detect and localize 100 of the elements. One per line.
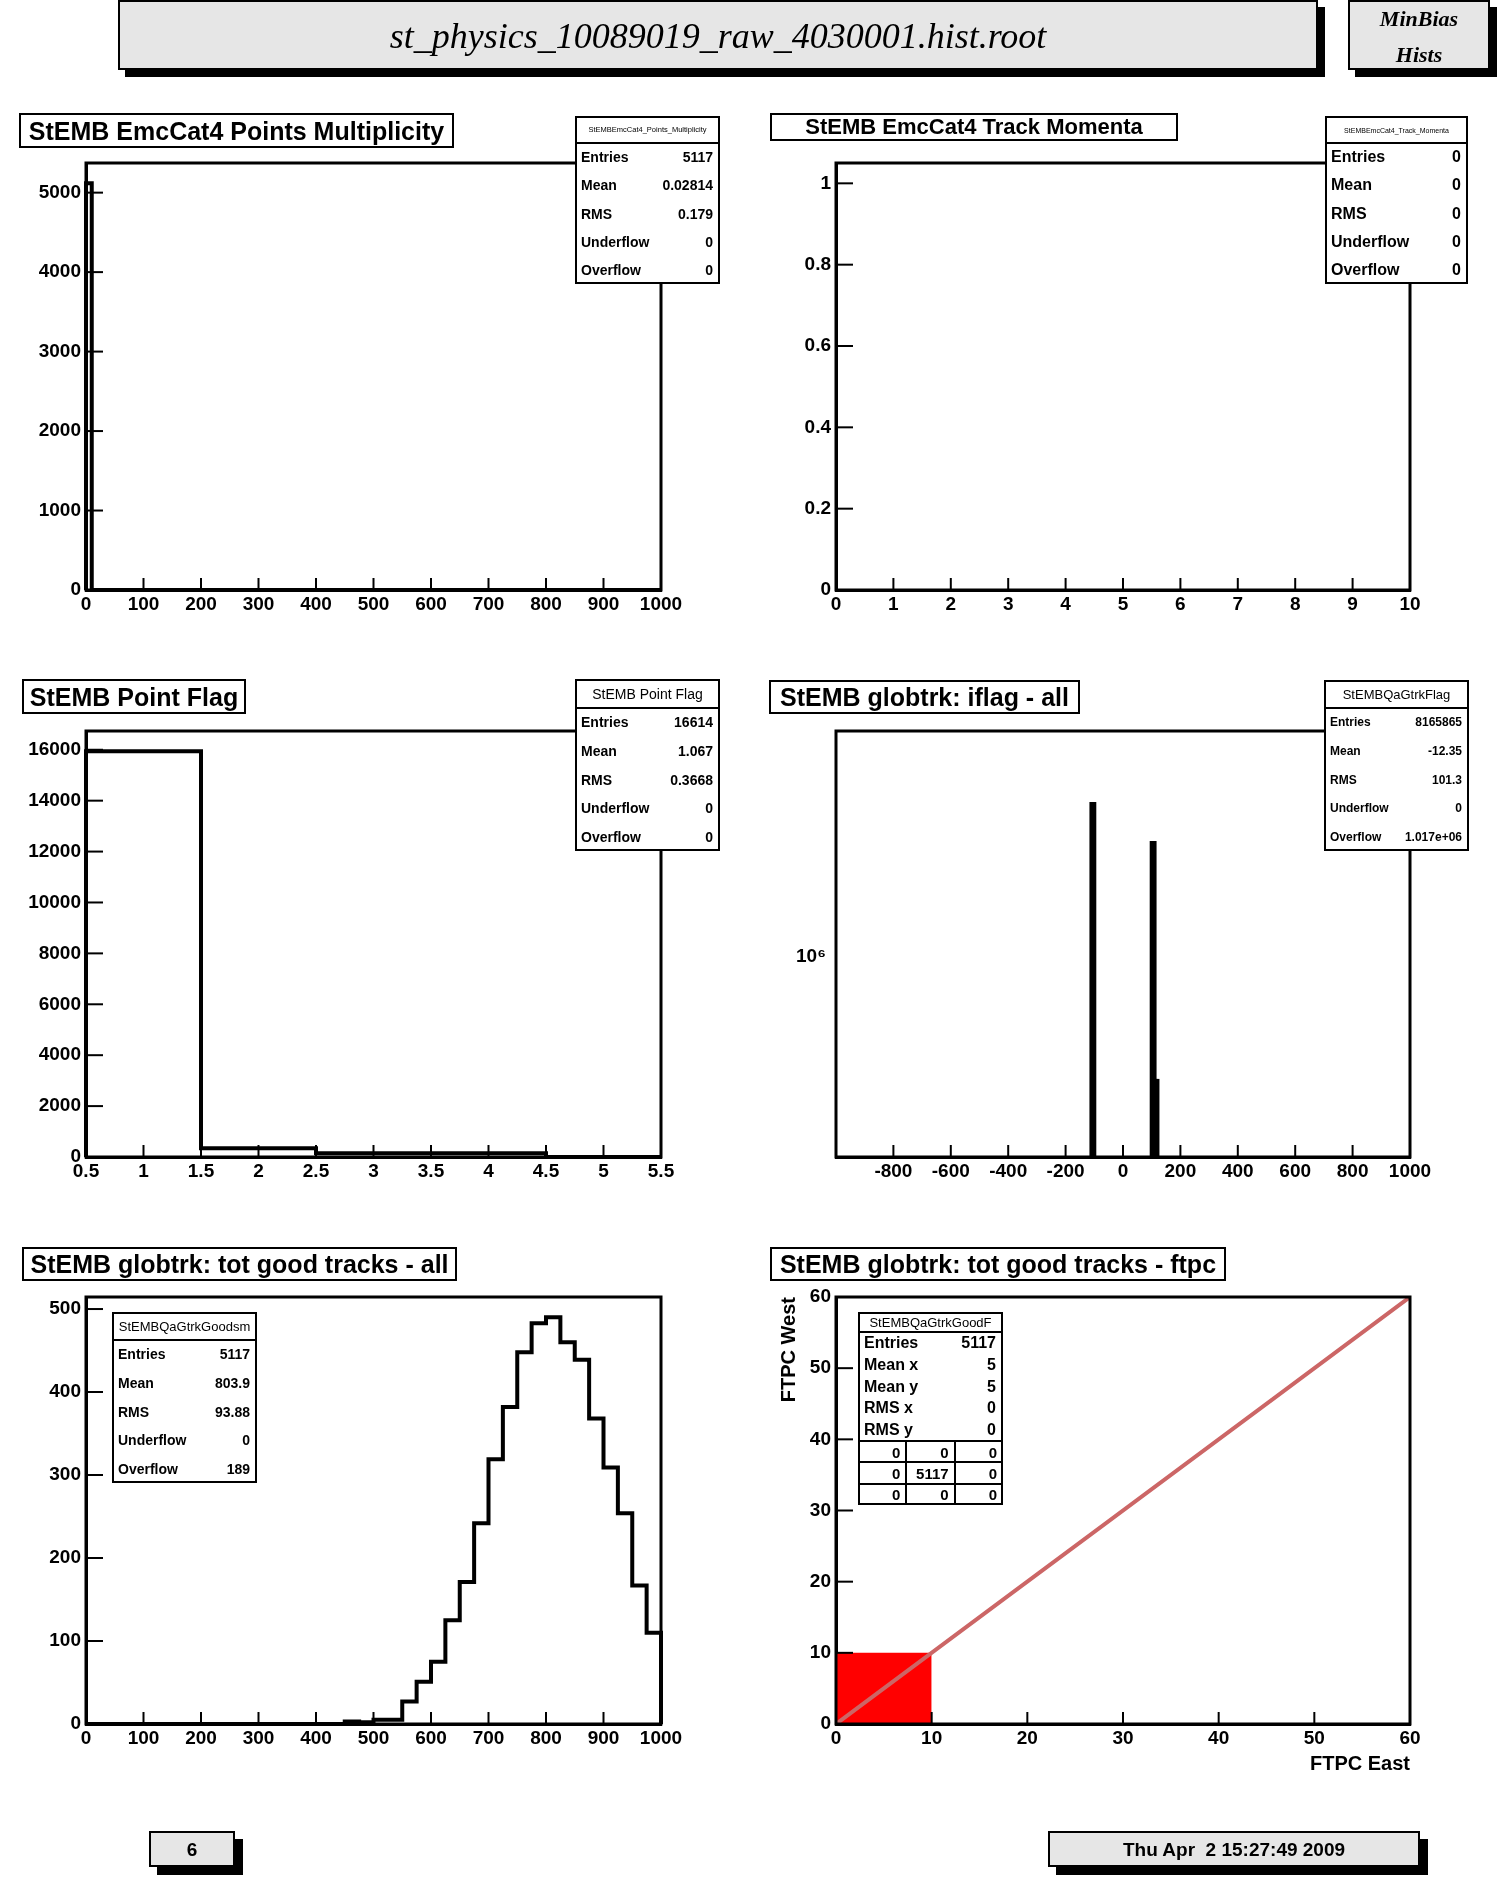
y-tick-label: 500	[49, 1297, 81, 1319]
y-tick-label: 1	[820, 171, 832, 193]
y-tick-label: 0	[820, 578, 831, 600]
text: 0	[1452, 176, 1461, 194]
x-tick-label: -400	[989, 1159, 1028, 1181]
y-tick-label: 200	[49, 1546, 81, 1568]
y-tick-label: 0.4	[804, 415, 832, 437]
x-tick-label: 10	[1399, 592, 1421, 614]
x-tick-label: 20	[1016, 1726, 1038, 1748]
x-tick-label: 8	[1289, 592, 1301, 614]
x-tick-label: 5.5	[647, 1159, 675, 1181]
annotation: 5	[987, 1355, 996, 1373]
annotation: StEMBQaGtrkGoodF	[869, 1314, 992, 1330]
annotation: RMS	[118, 1403, 150, 1420]
annotation: Underflow	[118, 1432, 187, 1449]
x-tick-label: 3	[1002, 592, 1014, 614]
annotation: Mean	[581, 177, 617, 194]
text: 101.3	[1431, 772, 1462, 787]
annotation: Underflow	[581, 800, 650, 817]
annotation: 0	[891, 1485, 901, 1503]
annotation: 5117	[961, 1333, 996, 1351]
y-tick-label: 400	[49, 1380, 81, 1402]
text: Hists	[1395, 42, 1443, 67]
text: 0.3668	[670, 771, 713, 788]
y-tick-label: 50	[809, 1356, 831, 1378]
annotation: 5117	[916, 1464, 949, 1482]
annotation: RMS x	[864, 1399, 913, 1417]
annotation: Entries	[581, 149, 629, 166]
annotation: Overflow	[581, 261, 641, 278]
annotation: RMS	[1331, 204, 1367, 222]
annotation: 803.9	[214, 1374, 250, 1391]
annotation: 189	[226, 1460, 250, 1477]
text: StEMBQaGtrkFlag	[1342, 686, 1451, 702]
y-tick-label: 0	[70, 1712, 81, 1734]
x-tick-label: 700	[472, 592, 505, 614]
y-tick-label: 8000	[38, 941, 81, 963]
x-tick-label: 200	[185, 592, 217, 614]
text: 0	[1452, 232, 1461, 250]
annotation: 0	[940, 1443, 949, 1461]
chart-title: StEMB Point Flag	[29, 682, 239, 710]
y-tick-label: 0.2	[804, 496, 831, 518]
x-tick-label: 5	[1117, 592, 1129, 614]
x-tick-label: 1000	[639, 592, 683, 614]
annotation: Overflow	[1331, 260, 1400, 278]
x-tick-label: -200	[1046, 1159, 1085, 1181]
x-tick-label: 2	[253, 1159, 264, 1181]
chart-title: StEMB EmcCat4 Points Multiplicity	[28, 116, 445, 144]
y-tick-label: 30	[809, 1498, 831, 1520]
annotation: 0	[988, 1485, 997, 1503]
x-tick-label: 9	[1347, 592, 1358, 614]
x-tick-label: 300	[242, 1726, 275, 1748]
annotation: 0	[891, 1464, 901, 1482]
x-tick-label: 7	[1232, 592, 1244, 614]
x-tick-label: 600	[415, 592, 447, 614]
annotation: Entries	[1331, 148, 1386, 166]
x-tick-label: 4	[483, 1159, 495, 1181]
y-tick-label: 0	[820, 1712, 831, 1734]
annotation: Entries	[118, 1346, 166, 1363]
annotation: Entries	[581, 714, 629, 731]
annotation: Underflow	[1330, 801, 1389, 816]
x-tick-label: 10	[921, 1726, 943, 1748]
x-tick-label: 800	[530, 1726, 562, 1748]
y-tick-label: 6000	[38, 992, 81, 1014]
text: Mean	[1330, 743, 1361, 758]
y-tick-label: 10000	[28, 890, 81, 912]
text: 0.02814	[662, 177, 713, 194]
x-tick-label: 900	[587, 1726, 620, 1748]
x-tick-label: 3.5	[417, 1159, 445, 1181]
annotation: RMS y	[864, 1421, 913, 1439]
text: StEMB Point Flag	[592, 685, 703, 702]
annotation: Mean	[581, 742, 617, 759]
y-axis-title: FTPC West	[776, 1296, 799, 1403]
x-tick-label: 800	[1336, 1159, 1369, 1181]
x-tick-label: 400	[1221, 1159, 1254, 1181]
x-tick-label: 60	[1399, 1726, 1421, 1748]
text: st_physics_10089019_raw_4030001.hist.root	[389, 16, 1047, 56]
annotation: Mean	[118, 1374, 154, 1391]
x-tick-label: 500	[357, 1726, 390, 1748]
annotation: Underflow	[581, 233, 650, 250]
x-tick-label: 50	[1303, 1726, 1325, 1748]
x-tick-label: 600	[1279, 1159, 1312, 1181]
x-tick-label: 900	[587, 592, 620, 614]
annotation: RMS	[581, 205, 613, 222]
text: -12.35	[1427, 743, 1462, 758]
text: MinBias	[1379, 6, 1459, 31]
x-tick-label: 6	[1175, 592, 1186, 614]
annotation: 0	[940, 1485, 949, 1503]
x-tick-label: 1	[138, 1159, 150, 1181]
y-tick-label: 1000	[38, 498, 81, 520]
annotation: 1.017e+06	[1404, 829, 1462, 844]
x-tick-label: -800	[874, 1159, 913, 1181]
x-tick-label: 400	[300, 1726, 332, 1748]
text: RMS	[1330, 772, 1357, 787]
text: 0	[1452, 204, 1461, 222]
annotation: 0	[987, 1421, 996, 1439]
text: 10⁶	[796, 944, 826, 966]
chart-title: StEMB globtrk: iflag - all	[780, 682, 1069, 711]
annotation: Underflow	[1331, 232, 1410, 250]
x-tick-label: 700	[472, 1726, 505, 1748]
y-tick-label: 12000	[28, 839, 81, 861]
